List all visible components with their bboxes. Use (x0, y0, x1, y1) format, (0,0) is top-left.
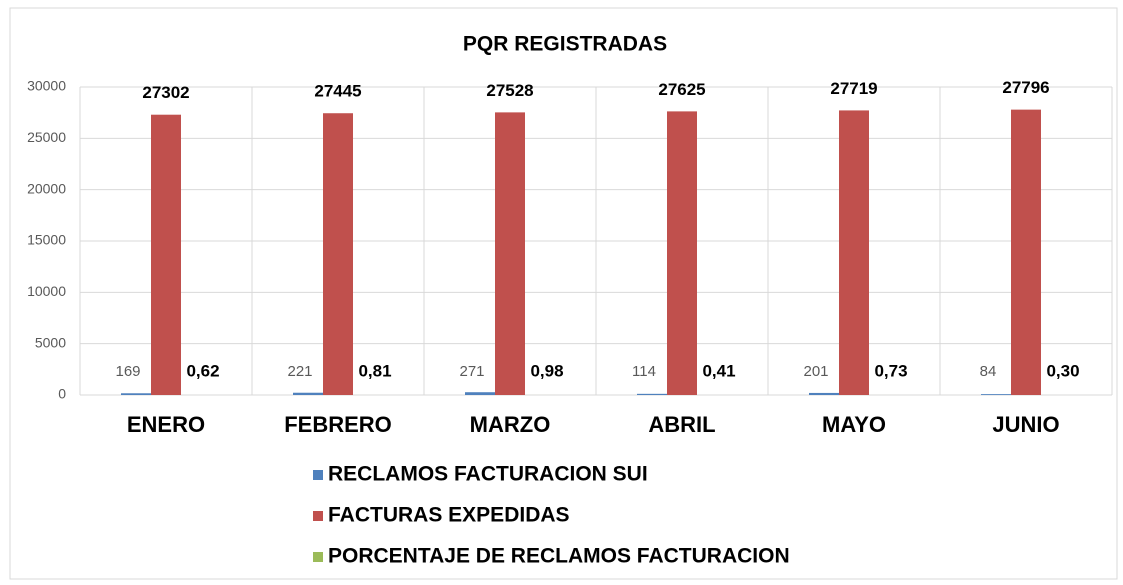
value-label: 27528 (486, 81, 533, 100)
legend-label: RECLAMOS FACTURACION SUI (328, 463, 648, 486)
legend-label: PORCENTAJE DE RECLAMOS FACTURACION (328, 545, 790, 568)
value-label: 27302 (142, 83, 189, 102)
bar (151, 114, 181, 395)
bar (667, 111, 697, 395)
value-label: 221 (287, 363, 312, 380)
value-label: 0,30 (1046, 361, 1079, 380)
x-tick-label: MAYO (822, 412, 886, 437)
legend-swatch (313, 511, 323, 521)
value-label: 114 (632, 363, 656, 380)
chart-title: PQR REGISTRADAS (463, 33, 667, 56)
value-label: 27625 (658, 80, 705, 99)
y-tick-label: 0 (58, 386, 66, 402)
value-label: 0,41 (702, 361, 735, 380)
x-tick-label: ABRIL (648, 412, 715, 437)
y-tick-label: 10000 (27, 283, 66, 299)
bar (323, 113, 353, 396)
bar (809, 392, 839, 395)
x-tick-label: JUNIO (992, 412, 1059, 437)
value-label: 27719 (830, 79, 877, 98)
value-label: 0,98 (530, 361, 563, 380)
bar (839, 110, 869, 395)
bar (121, 393, 151, 395)
y-tick-label: 15000 (27, 232, 66, 248)
x-tick-label: MARZO (470, 412, 551, 437)
x-tick-label: ENERO (127, 412, 205, 437)
bar (495, 112, 525, 395)
value-label: 169 (115, 363, 140, 380)
value-label: 27796 (1002, 78, 1049, 97)
x-tick-label: FEBRERO (284, 412, 392, 437)
chart-border (9, 7, 1118, 580)
y-tick-label: 30000 (27, 78, 66, 94)
y-tick-label: 5000 (35, 334, 66, 350)
value-label: 84 (980, 363, 997, 380)
value-label: 271 (459, 363, 484, 380)
value-label: 0,81 (358, 361, 391, 380)
legend-swatch (313, 552, 323, 562)
legend-swatch (313, 470, 323, 480)
bar (465, 392, 495, 395)
bar (1011, 109, 1041, 395)
value-label: 0,62 (186, 361, 219, 380)
bar (981, 394, 1011, 395)
legend-label: FACTURAS EXPEDIDAS (328, 504, 570, 527)
bar (293, 392, 323, 395)
value-label: 0,73 (874, 361, 907, 380)
y-tick-label: 20000 (27, 180, 66, 196)
bar (637, 393, 667, 395)
value-label: 27445 (314, 82, 361, 101)
y-tick-label: 25000 (27, 129, 66, 145)
value-label: 201 (803, 363, 828, 380)
